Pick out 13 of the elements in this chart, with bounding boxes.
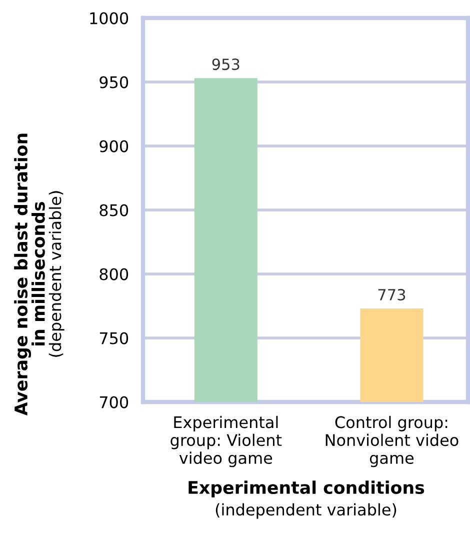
y-axis-title: Average noise blast duration in milliseconds (dependent variable) xyxy=(14,134,64,416)
x-tick-label: Experimental group: Violent video game xyxy=(170,416,282,468)
data-label: 953 xyxy=(212,58,240,70)
x-axis-title: Experimental conditions (independent variable) xyxy=(188,480,424,519)
y-tick-label: 800 xyxy=(100,268,128,280)
y-tick-label: 750 xyxy=(100,332,128,344)
x-tick-label: Control group: Nonviolent video game xyxy=(326,416,458,468)
data-label: 773 xyxy=(378,288,406,300)
y-tick-label: 700 xyxy=(100,396,128,408)
y-tick-label: 950 xyxy=(100,76,128,88)
y-tick-label: 850 xyxy=(100,204,128,216)
y-tick-label: 900 xyxy=(100,140,128,152)
y-tick-label: 1000 xyxy=(90,12,128,24)
